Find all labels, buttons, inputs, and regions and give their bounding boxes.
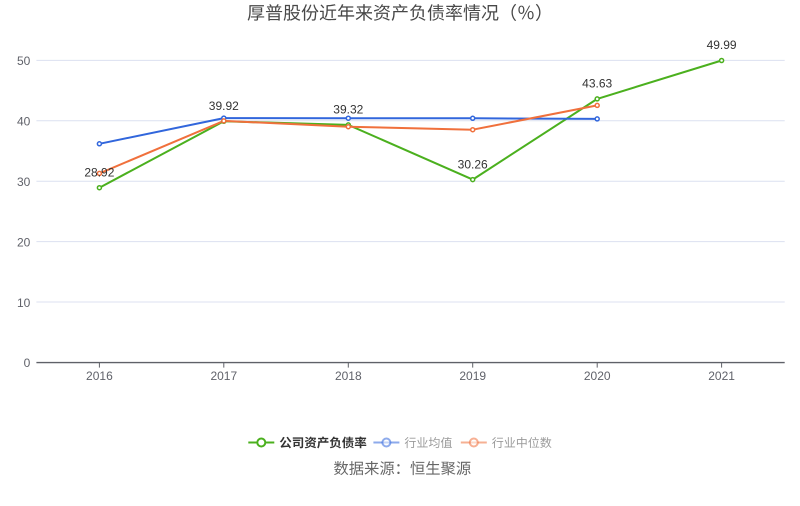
svg-text:50: 50: [17, 54, 31, 68]
svg-text:39.92: 39.92: [209, 99, 239, 113]
svg-text:30.26: 30.26: [458, 157, 488, 171]
svg-text:10: 10: [17, 296, 31, 310]
svg-text:40: 40: [17, 115, 31, 129]
svg-text:43.63: 43.63: [582, 77, 612, 91]
svg-text:2020: 2020: [584, 369, 611, 383]
svg-text:28.92: 28.92: [84, 165, 114, 179]
svg-text:2017: 2017: [210, 369, 237, 383]
svg-text:30: 30: [17, 175, 31, 189]
svg-text:2018: 2018: [335, 369, 362, 383]
svg-text:20: 20: [17, 235, 31, 249]
svg-text:2019: 2019: [459, 369, 486, 383]
svg-text:49.99: 49.99: [707, 38, 737, 52]
svg-text:39.32: 39.32: [333, 103, 363, 117]
svg-text:2016: 2016: [86, 369, 113, 383]
svg-text:2021: 2021: [708, 369, 735, 383]
svg-text:0: 0: [24, 356, 31, 370]
